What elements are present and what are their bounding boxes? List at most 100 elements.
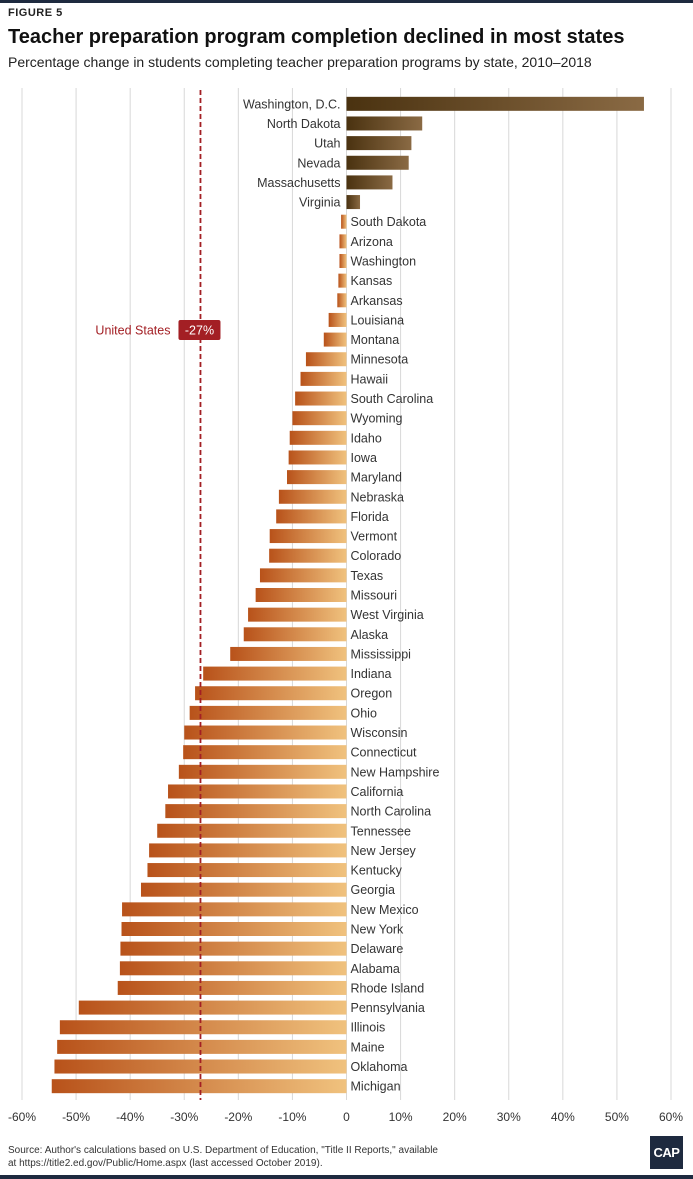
bar — [184, 725, 347, 740]
bar — [168, 784, 347, 799]
x-axis-ticks: -60% -50% -40% -30% -20% -10% 0 10% 20% 30% 40% 50%… — [8, 1110, 683, 1124]
category-label: Connecticut — [351, 746, 418, 760]
bar — [183, 745, 347, 760]
category-label: West Virginia — [351, 608, 424, 622]
bar — [78, 1000, 347, 1015]
reference-line-group: United States -27% — [95, 90, 221, 1100]
x-tick-label: 50% — [605, 1110, 629, 1124]
bar — [346, 116, 423, 131]
x-tick-label: -20% — [224, 1110, 252, 1124]
bar — [203, 666, 347, 681]
category-label: Oklahoma — [351, 1060, 408, 1074]
category-label: Florida — [351, 510, 389, 524]
category-label: New York — [351, 923, 405, 937]
category-label: Virginia — [299, 196, 341, 210]
bar — [338, 273, 347, 288]
category-label: Ohio — [351, 706, 377, 720]
bar — [255, 588, 347, 602]
category-label: New Hampshire — [351, 765, 440, 779]
category-label: Idaho — [351, 431, 382, 445]
bar — [140, 882, 347, 897]
bar — [292, 411, 347, 426]
bar — [189, 705, 347, 720]
category-label: Utah — [314, 137, 340, 151]
bar — [117, 980, 347, 995]
category-label: Montana — [351, 333, 400, 347]
x-tick-label: -30% — [170, 1110, 198, 1124]
category-label: Mississippi — [351, 647, 411, 661]
category-label: Delaware — [351, 942, 404, 956]
category-label: New Mexico — [351, 903, 419, 917]
reference-label: United States — [95, 324, 170, 338]
category-label: Rhode Island — [351, 981, 425, 995]
bar — [243, 627, 347, 642]
category-label: Georgia — [351, 883, 396, 897]
category-label: Arkansas — [351, 294, 403, 308]
category-label: Minnesota — [351, 353, 409, 367]
bar — [119, 961, 347, 976]
category-label: California — [351, 785, 404, 799]
category-label: Washington, D.C. — [243, 97, 341, 111]
bar — [165, 804, 347, 819]
category-label: Maryland — [351, 471, 402, 485]
x-tick-label: -50% — [62, 1110, 90, 1124]
bar — [278, 489, 347, 504]
bar — [288, 450, 347, 465]
bar — [346, 155, 409, 170]
category-label: Wisconsin — [351, 726, 408, 740]
category-label: Washington — [351, 255, 417, 269]
category-label: Nevada — [297, 156, 340, 170]
bars — [51, 96, 644, 1094]
bar — [276, 509, 347, 524]
category-label: Iowa — [351, 451, 377, 465]
bar — [195, 686, 347, 701]
bar — [289, 430, 347, 445]
category-label: Vermont — [351, 530, 398, 544]
category-label: Kentucky — [351, 864, 403, 878]
bar — [339, 234, 347, 249]
x-tick-label: 0 — [343, 1110, 350, 1124]
category-label: Michigan — [351, 1080, 401, 1094]
category-label: North Dakota — [267, 117, 341, 131]
bar — [120, 941, 347, 956]
category-label: Alabama — [351, 962, 400, 976]
bar — [248, 607, 347, 622]
bar — [346, 96, 644, 111]
bar — [51, 1079, 347, 1094]
reference-value-badge — [178, 320, 221, 340]
figure-label: FIGURE 5 — [8, 7, 63, 19]
cap-logo: CAP — [650, 1136, 683, 1169]
category-labels: Washington, D.C. North Dakota Utah Nevada Ma… — [243, 97, 439, 1093]
bar — [295, 391, 347, 406]
category-label: Indiana — [351, 667, 392, 681]
x-tick-label: 20% — [443, 1110, 467, 1124]
x-tick-label: -40% — [116, 1110, 144, 1124]
x-tick-label: 10% — [389, 1110, 413, 1124]
bar — [328, 312, 347, 327]
bar — [346, 136, 412, 151]
category-label: Massachusetts — [257, 176, 340, 190]
bar — [300, 371, 347, 386]
x-tick-label: 60% — [659, 1110, 683, 1124]
category-label: Hawaii — [351, 372, 389, 386]
chart-subtitle: Percentage change in students completing… — [8, 54, 592, 70]
chart-title: Teacher preparation program completion d… — [8, 26, 625, 48]
top-rule — [0, 0, 693, 3]
bar — [269, 548, 347, 563]
category-label: Texas — [351, 569, 384, 583]
category-label: Missouri — [351, 589, 398, 603]
bar — [122, 902, 347, 917]
source-note: Source: Author's calculations based on U… — [8, 1145, 438, 1169]
bar — [178, 764, 347, 779]
bar — [305, 352, 347, 367]
bar — [341, 214, 347, 229]
bar — [147, 863, 347, 878]
bar — [346, 195, 361, 210]
bar — [337, 293, 347, 308]
category-label: Tennessee — [351, 824, 412, 838]
category-label: South Dakota — [351, 215, 427, 229]
bar — [287, 470, 347, 485]
category-label: New Jersey — [351, 844, 417, 858]
category-label: Alaska — [351, 628, 389, 642]
bar — [346, 175, 393, 190]
